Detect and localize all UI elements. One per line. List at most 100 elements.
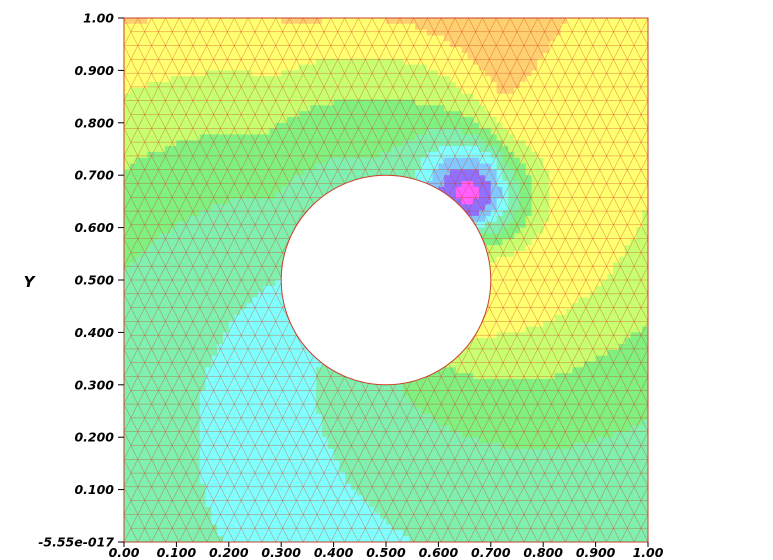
field-cell	[217, 280, 224, 287]
field-cell	[188, 175, 195, 182]
field-cell	[380, 52, 387, 60]
field-cell	[222, 326, 230, 333]
field-cell	[182, 146, 189, 153]
field-cell	[257, 245, 265, 252]
field-cell	[193, 227, 201, 235]
field-cell	[374, 128, 381, 136]
field-cell	[193, 239, 201, 246]
field-cell	[205, 250, 212, 258]
field-cell	[193, 163, 201, 170]
field-cell	[287, 169, 294, 176]
field-cell	[362, 157, 370, 165]
field-cell	[222, 128, 230, 136]
field-cell	[141, 309, 148, 316]
field-cell	[287, 93, 294, 101]
field-cell	[287, 198, 294, 205]
field-cell	[287, 326, 294, 333]
field-cell	[438, 402, 445, 409]
field-cell	[147, 41, 154, 48]
field-cell	[333, 29, 341, 37]
field-cell	[158, 29, 166, 37]
field-cell	[217, 274, 224, 281]
field-cell	[339, 495, 346, 502]
field-cell	[217, 396, 224, 403]
field-cell	[368, 116, 375, 124]
field-cell	[298, 477, 306, 485]
field-cell	[269, 175, 276, 182]
field-cell	[257, 518, 265, 526]
field-cell	[199, 268, 207, 275]
field-cell	[298, 530, 306, 537]
field-cell	[252, 466, 259, 473]
field-cell	[153, 250, 160, 258]
field-cell	[252, 402, 259, 409]
field-cell	[327, 408, 335, 415]
field-cell	[257, 146, 265, 153]
field-cell	[316, 134, 323, 141]
field-cell	[438, 489, 445, 497]
field-cell	[281, 23, 288, 31]
field-cell	[147, 151, 154, 159]
field-cell	[252, 105, 259, 112]
field-cell	[222, 280, 230, 287]
field-cell	[292, 169, 300, 176]
field-cell	[217, 64, 224, 71]
field-cell	[124, 116, 131, 124]
field-cell	[170, 495, 177, 502]
field-cell	[316, 163, 323, 170]
field-cell	[420, 134, 428, 141]
field-cell	[252, 274, 259, 281]
field-cell	[374, 99, 381, 106]
field-cell	[304, 512, 311, 520]
field-cell	[199, 215, 207, 223]
field-cell	[362, 169, 370, 176]
field-cell	[234, 163, 242, 170]
field-cell	[193, 320, 201, 328]
field-cell	[205, 128, 212, 136]
field-cell	[205, 181, 212, 188]
field-cell	[275, 431, 282, 438]
field-cell	[275, 157, 282, 165]
field-cell	[310, 431, 317, 438]
field-cell	[356, 116, 364, 124]
field-cell	[217, 23, 224, 31]
field-cell	[298, 52, 306, 60]
field-cell	[269, 291, 276, 299]
field-cell	[356, 408, 364, 415]
field-cell	[298, 210, 306, 217]
field-cell	[228, 70, 236, 77]
field-cell	[252, 87, 259, 95]
field-cell	[316, 524, 323, 531]
field-cell	[292, 425, 300, 432]
field-cell	[124, 425, 131, 432]
field-cell	[193, 518, 201, 526]
field-cell	[281, 181, 288, 188]
field-cell	[141, 285, 148, 293]
field-cell	[269, 58, 276, 66]
field-cell	[351, 518, 358, 526]
field-cell	[234, 70, 242, 77]
field-cell	[240, 233, 247, 240]
field-cell	[415, 64, 422, 71]
field-cell	[287, 378, 294, 386]
field-cell	[304, 186, 311, 194]
field-cell	[199, 489, 207, 497]
field-cell	[135, 524, 143, 531]
field-cell	[397, 140, 405, 147]
field-cell	[129, 35, 137, 42]
field-cell	[164, 524, 172, 531]
field-cell	[362, 507, 370, 514]
field-cell	[333, 151, 341, 159]
field-cell	[426, 512, 434, 520]
field-cell	[228, 35, 236, 42]
field-cell	[345, 512, 352, 520]
field-cell	[147, 227, 154, 235]
field-cell	[188, 297, 195, 304]
field-cell	[420, 413, 428, 421]
field-cell	[380, 128, 387, 136]
field-cell	[211, 181, 218, 188]
field-cell	[205, 419, 212, 427]
field-cell	[426, 518, 434, 526]
field-cell	[287, 35, 294, 42]
